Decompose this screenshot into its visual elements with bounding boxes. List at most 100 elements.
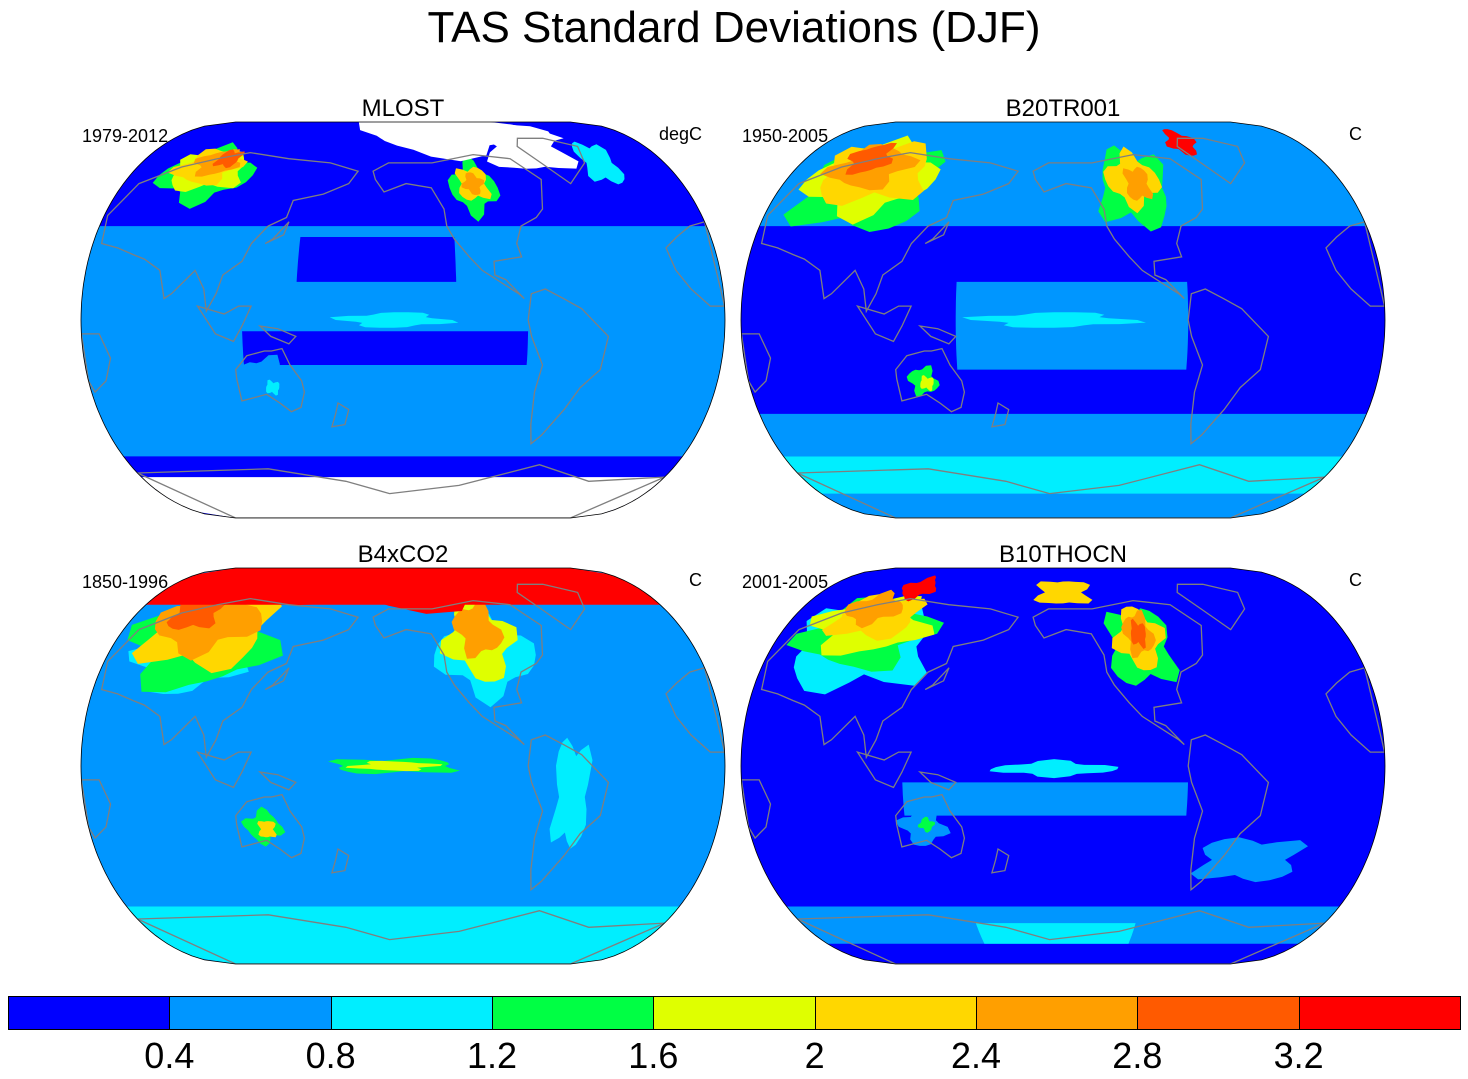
field-contour-fill — [549, 737, 593, 849]
map-mlost — [80, 121, 726, 519]
coastline — [257, 771, 297, 791]
coastline — [137, 464, 665, 518]
coastline — [760, 597, 1020, 760]
coastline — [196, 750, 253, 789]
coastline — [137, 910, 665, 964]
coastline — [856, 750, 913, 789]
field-contour-fill — [989, 759, 1119, 779]
coastline — [372, 599, 544, 746]
coastline — [665, 220, 725, 307]
colorbar-box — [330, 996, 493, 1030]
map-border — [80, 121, 726, 519]
field-contour-fill — [975, 923, 1136, 944]
panel-period: 1979-2012 — [82, 126, 169, 146]
colorbar-label: 1.6 — [628, 1035, 679, 1076]
coastline — [235, 347, 306, 413]
coastline — [1032, 153, 1204, 300]
map-field — [81, 568, 725, 964]
field-contour-fill — [1122, 166, 1154, 201]
field-contour-fill — [257, 821, 277, 838]
map-b4xco2 — [80, 567, 726, 965]
field-contour-fill — [962, 312, 1146, 328]
field-contour-fill — [1033, 581, 1093, 604]
panel-units: degC — [658, 124, 702, 144]
map-field — [741, 122, 1385, 518]
coastline — [1325, 666, 1385, 753]
field-contour-fill — [212, 149, 245, 169]
coastline — [1032, 599, 1204, 746]
coastline — [924, 221, 950, 245]
map-field — [81, 122, 725, 518]
coastline — [330, 401, 350, 428]
coastline — [797, 910, 1325, 964]
panel-title: B20TR001 — [1005, 95, 1121, 122]
map-b10thocn — [740, 567, 1386, 965]
field-contour-fill — [266, 379, 280, 396]
coastline — [196, 304, 253, 343]
field-contour-fill — [242, 331, 529, 365]
coastline — [895, 347, 966, 413]
coastline — [917, 771, 957, 791]
missing-data-area — [141, 477, 665, 518]
panel-period: 1850-1996 — [82, 572, 169, 592]
coastline — [257, 325, 297, 345]
colorbar-label: 0.8 — [305, 1035, 356, 1076]
field-contour-fill — [759, 413, 1367, 457]
colorbar-label: 2.4 — [950, 1035, 1002, 1076]
field-contour-fill — [844, 589, 903, 629]
coastline — [990, 847, 1010, 874]
panel-units: C — [1349, 570, 1362, 590]
colorbar-label: 0.4 — [144, 1035, 195, 1076]
colorbar-label: 2 — [804, 1035, 825, 1076]
panel-title: B4xCO2 — [357, 541, 449, 568]
colorbar-label: 2.8 — [1112, 1035, 1163, 1076]
colorbar-box — [653, 996, 816, 1030]
field-contour-fill — [275, 568, 487, 614]
coastline — [1187, 288, 1270, 446]
coastline — [100, 597, 360, 760]
coastline — [527, 734, 610, 892]
coastline — [1325, 220, 1385, 307]
coastline — [895, 793, 966, 859]
coastline — [856, 304, 913, 343]
coastline — [100, 151, 360, 314]
coastline — [1187, 734, 1270, 892]
coastline — [516, 137, 586, 185]
field-contour-fill — [1162, 129, 1197, 156]
colorbar — [8, 996, 1461, 1030]
map-border — [80, 567, 726, 965]
coastline — [330, 847, 350, 874]
panel-title: MLOST — [361, 95, 445, 122]
panel-b20tr001: B20TR001 1950-2005 C — [740, 95, 1386, 525]
colorbar-label: 1.2 — [466, 1035, 518, 1076]
colorbar-box — [1137, 996, 1300, 1030]
field-contour-fill — [329, 312, 459, 328]
coastline — [235, 793, 306, 859]
field-contour-fill — [901, 575, 937, 602]
panel-period: 2001-2005 — [742, 572, 829, 592]
coastline — [372, 153, 544, 300]
colorbar-box — [976, 996, 1139, 1030]
field-contour-fill — [917, 816, 936, 833]
panel-b4xco2: B4xCO2 1850-1996 C — [80, 541, 726, 971]
coastline — [527, 288, 610, 446]
coastline — [760, 151, 1020, 314]
field-contour-fill — [572, 141, 625, 185]
map-b20tr001 — [740, 121, 1386, 519]
colorbar-label: 3.2 — [1273, 1035, 1324, 1076]
colorbar-box — [8, 996, 171, 1030]
panel-title: B10THOCN — [998, 541, 1128, 568]
field-contour-fill — [1190, 837, 1308, 883]
coastline — [264, 667, 290, 691]
coastline — [917, 325, 957, 345]
coastline — [264, 221, 290, 245]
coastline — [1176, 137, 1246, 185]
colorbar-box — [492, 996, 655, 1030]
field-contour-fill — [902, 782, 1188, 816]
colorbar-box — [814, 996, 977, 1030]
figure-title: TAS Standard Deviations (DJF) — [427, 3, 1041, 52]
field-contour-fill — [166, 596, 226, 630]
panel-mlost: MLOST 1979-2012 degC — [80, 95, 726, 525]
colorbar-box — [169, 996, 332, 1030]
field-contour-fill — [345, 760, 443, 772]
